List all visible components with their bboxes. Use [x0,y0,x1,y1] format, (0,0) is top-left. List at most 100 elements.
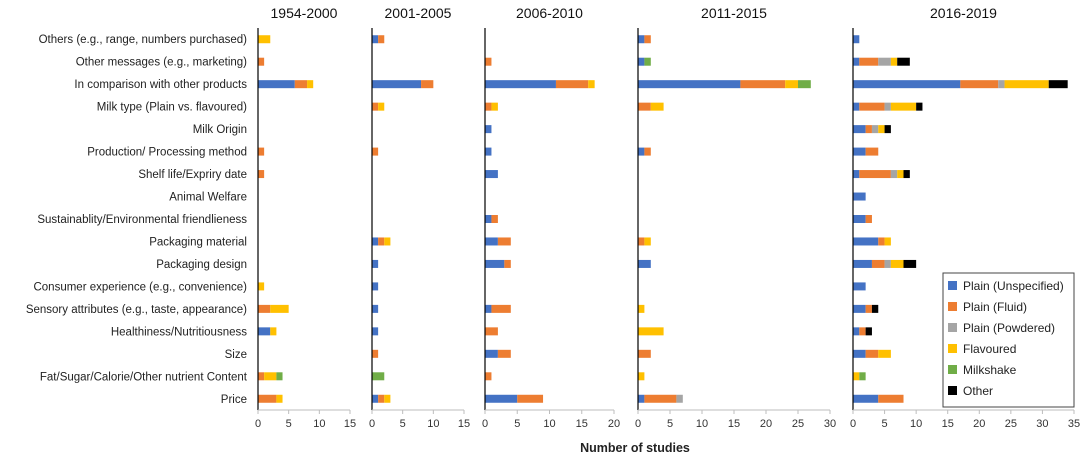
bar-segment [497,349,511,358]
bar-segment [258,394,277,403]
category-label: Price [221,394,247,406]
bar-segment [644,237,651,246]
bar-segment [638,327,664,336]
x-tick-label: 0 [369,418,375,430]
bar-segment [384,394,391,403]
bar-segment [294,80,308,89]
bar-segment [258,304,271,313]
bar-segment [878,237,885,246]
bar-segment [258,57,265,66]
bar-segment [644,147,651,156]
bar-segment [485,259,505,268]
x-tick-label: 0 [482,418,488,430]
legend-label: Plain (Powdered) [963,321,1055,335]
bar-segment [638,349,651,358]
bar-segment [258,80,295,89]
category-label: Production/ Processing method [87,147,247,159]
bar-segment [884,125,891,134]
x-tick-label: 0 [850,418,856,430]
x-tick-label: 20 [608,418,620,430]
bar-segment [859,102,885,111]
bar-segment [258,282,265,291]
category-label: Milk type (Plain vs. flavoured) [97,102,247,114]
bar-segment [865,327,872,336]
bar-segment [1048,80,1068,89]
bar-segment [276,372,283,381]
bar-segment [378,394,385,403]
bar-segment [884,259,891,268]
bar-segment [890,57,898,66]
bar-segment [853,282,866,291]
bar-segment [491,304,511,313]
bar-segment [485,372,492,381]
bar-segment [276,394,283,403]
bar-segment [853,327,860,336]
legend-label: Flavoured [963,342,1016,356]
bar-segment [638,35,645,44]
legend-box [942,272,1075,408]
bar-segment [372,327,379,336]
x-tick-label: 0 [255,418,261,430]
category-label: Sensory attributes (e.g., taste, appeara… [26,304,247,316]
bar-segment [878,349,891,358]
bar-segment [853,35,860,44]
bar-segment [865,125,872,134]
bar-segment [372,147,379,156]
bar-segment [650,102,664,111]
bar-segment [859,327,866,336]
bar-segment [853,125,866,134]
x-tick-label: 20 [760,418,772,430]
bar-segment [871,259,885,268]
x-tick-label: 35 [1068,418,1080,430]
bar-segment [372,102,379,111]
x-tick-label: 5 [514,418,520,430]
bar-segment [258,147,265,156]
category-label: In comparison with other products [74,79,247,91]
bar-segment [638,237,645,246]
bar-segment [372,282,379,291]
legend-label: Milkshake [963,363,1017,377]
bar-segment [644,394,677,403]
legend-swatch [948,323,957,332]
bar-segment [270,327,277,336]
bar-segment [485,125,492,134]
bar-segment [865,349,879,358]
bar-segment [740,80,786,89]
bar-segment [638,102,651,111]
bar-segment [890,170,898,179]
bar-segment [644,57,651,66]
panel-title: 2001-2005 [385,5,452,21]
bar-segment [485,349,498,358]
bar-segment [853,304,866,313]
bar-segment [884,102,891,111]
panel-title: 2006-2010 [516,5,583,21]
bar-segment [884,237,891,246]
bar-segment [638,147,645,156]
bar-segment [485,237,498,246]
legend-label: Plain (Fluid) [963,300,1027,314]
category-label: Consumer experience (e.g., convenience) [33,281,247,293]
bar-segment [485,215,492,223]
bar-segment [504,259,511,268]
bar-segment [878,57,891,66]
bar-segment [372,372,385,381]
x-tick-label: 5 [882,418,888,430]
bar-segment [517,394,544,403]
category-label: Milk Origin [193,124,247,136]
bar-segment [644,35,651,44]
bar-segment [871,304,879,313]
bar-segment [264,372,277,381]
x-tick-label: 15 [344,418,356,430]
bar-segment [485,147,492,156]
x-tick-label: 15 [576,418,588,430]
bar-segment [307,80,314,89]
x-tick-label: 10 [543,418,555,430]
bar-segment [485,394,518,403]
bar-segment [998,80,1005,89]
category-label: Packaging design [156,259,247,271]
x-tick-label: 5 [286,418,292,430]
x-tick-label: 25 [792,418,804,430]
category-label: Size [225,349,247,361]
x-tick-label: 20 [973,418,985,430]
